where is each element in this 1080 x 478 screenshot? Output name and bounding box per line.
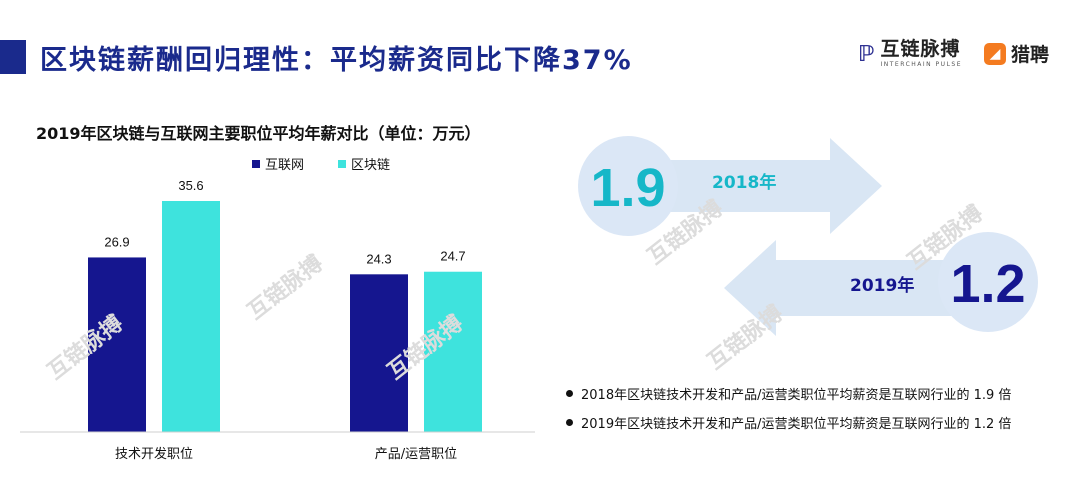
- interchain-brand-sub: INTERCHAIN PULSE: [880, 61, 963, 68]
- category-label: 技术开发职位: [115, 446, 193, 462]
- chart-title: 2019年区块链与互联网主要职位平均年薪对比（单位：万元）: [36, 124, 481, 143]
- title-accent-bar: [0, 40, 26, 74]
- year-2018-label: 2018年: [712, 172, 776, 193]
- category-label: 产品/运营职位: [375, 447, 457, 462]
- liepin-brand-name: 猎聘: [1011, 44, 1050, 66]
- interchain-brand-name: 互链脉搏: [880, 38, 961, 60]
- legend-label: 互联网: [265, 158, 304, 173]
- liepin-logo: ◢ 猎聘: [984, 40, 1049, 67]
- interchain-logo-icon: ℙ: [858, 41, 875, 67]
- note-item: 2018年区块链技术开发和产品/运营类职位平均薪资是互联网行业的 1.9 倍: [566, 384, 1011, 403]
- data-label: 35.6: [178, 178, 203, 193]
- notes-list: 2018年区块链技术开发和产品/运营类职位平均薪资是互联网行业的 1.9 倍 2…: [566, 384, 1011, 442]
- year-2019-label: 2019年: [850, 275, 914, 296]
- data-label: 24.7: [440, 249, 465, 264]
- note-item: 2019年区块链技术开发和产品/运营类职位平均薪资是互联网行业的 1.2 倍: [566, 413, 1011, 432]
- circle-2019: [938, 232, 1038, 332]
- circle-2018: [578, 136, 678, 236]
- bar-chart: 互联网 区块链 26.9 35.6 技术开发职位 24.3 24.7 产品/运营职位: [20, 158, 535, 462]
- data-label: 24.3: [366, 251, 391, 266]
- data-label: 26.9: [104, 234, 129, 249]
- liepin-logo-icon: ◢: [984, 42, 1006, 65]
- ratio-2018: 1.9: [590, 158, 665, 218]
- legend-swatch: [338, 160, 346, 168]
- note-text: 2018年区块链技术开发和产品/运营类职位平均薪资是互联网行业的 1.9 倍: [581, 388, 1012, 403]
- legend-label: 区块链: [351, 158, 390, 173]
- legend-swatch: [252, 160, 260, 168]
- bullet-icon: [566, 419, 573, 426]
- bar: [424, 271, 482, 432]
- page-title: 区块链薪酬回归理性：平均薪资同比下降37%: [40, 45, 633, 76]
- bar: [162, 200, 220, 432]
- ratio-2019: 1.2: [950, 254, 1025, 314]
- ratio-comparison-graphic: 1.9 2018年 1.2 2019年: [578, 136, 1038, 336]
- bar: [350, 274, 408, 432]
- bar: [88, 257, 146, 432]
- interchain-logo: ℙ 互链脉搏 INTERCHAIN PULSE: [858, 40, 962, 68]
- bullet-icon: [566, 390, 573, 397]
- note-text: 2019年区块链技术开发和产品/运营类职位平均薪资是互联网行业的 1.2 倍: [581, 417, 1012, 432]
